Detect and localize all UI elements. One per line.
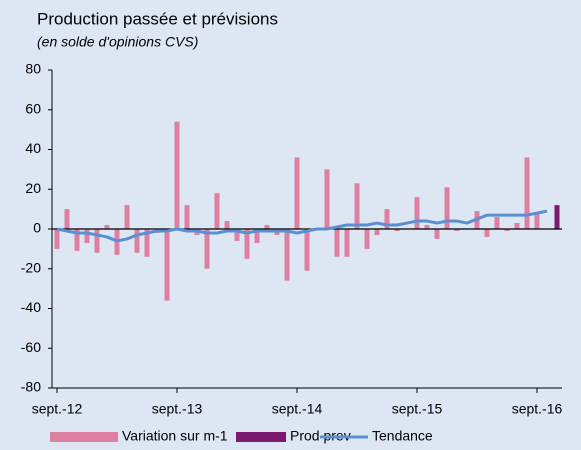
bar — [494, 217, 500, 229]
bar — [444, 187, 450, 229]
bar — [64, 209, 70, 229]
legend-label: Variation sur m-1 — [122, 428, 228, 444]
y-tick-label: 20 — [25, 180, 41, 196]
chart-title: Production passée et prévisions — [37, 9, 278, 28]
bar — [174, 121, 180, 229]
bar — [334, 229, 340, 257]
legend-swatch — [50, 432, 118, 442]
y-tick-label: 0 — [33, 220, 41, 236]
bar — [214, 193, 220, 229]
bar — [94, 229, 100, 253]
x-tick-label: sept.-13 — [152, 401, 203, 417]
chart-subtitle: (en solde d'opinions CVS) — [37, 34, 198, 50]
y-tick-label: 80 — [25, 61, 41, 77]
x-tick-label: sept.-12 — [32, 401, 83, 417]
bar — [134, 229, 140, 253]
trend-line — [56, 209, 548, 243]
bar — [234, 229, 240, 241]
bar — [54, 229, 60, 249]
bar — [104, 225, 110, 229]
x-tick-label: sept.-15 — [392, 401, 443, 417]
bar — [84, 229, 90, 243]
bar — [294, 157, 300, 229]
bar — [364, 229, 370, 249]
x-tick-label: sept.-16 — [512, 401, 563, 417]
bar — [424, 225, 430, 229]
legend-swatch — [236, 432, 286, 442]
bar — [264, 225, 270, 229]
bar — [254, 229, 260, 243]
bar — [284, 229, 290, 281]
bar — [164, 229, 170, 301]
bar — [534, 213, 540, 229]
bar — [124, 205, 130, 229]
bar — [554, 205, 560, 229]
bar — [394, 229, 400, 231]
bar — [144, 229, 150, 257]
bar — [344, 229, 350, 257]
x-tick-label: sept.-14 — [272, 401, 323, 417]
bar — [454, 229, 460, 231]
bar — [524, 157, 530, 229]
bar — [304, 229, 310, 271]
y-tick-label: -20 — [21, 259, 41, 275]
y-tick-label: -80 — [21, 379, 41, 395]
bar — [324, 169, 330, 229]
bar — [514, 223, 520, 229]
bar — [244, 229, 250, 259]
y-tick-label: 60 — [25, 100, 41, 116]
bar — [504, 229, 510, 231]
y-tick-label: -60 — [21, 339, 41, 355]
bar — [184, 205, 190, 229]
bar — [414, 197, 420, 229]
y-tick-label: 40 — [25, 140, 41, 156]
bar — [224, 221, 230, 229]
bar — [374, 229, 380, 235]
bar — [384, 209, 390, 229]
bar — [354, 183, 360, 229]
legend-label: Tendance — [372, 428, 433, 444]
bar — [434, 229, 440, 239]
bar — [204, 229, 210, 269]
bar — [74, 229, 80, 251]
bar — [484, 229, 490, 237]
y-tick-label: -40 — [21, 299, 41, 315]
